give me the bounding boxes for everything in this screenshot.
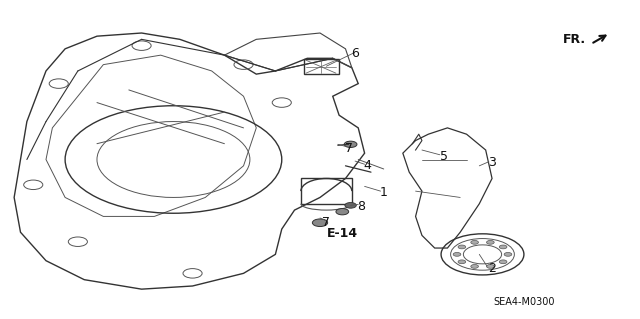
Circle shape (486, 241, 494, 244)
Circle shape (499, 260, 507, 264)
Text: 7: 7 (323, 216, 330, 229)
Bar (304, 59, 339, 74)
Text: 7: 7 (345, 142, 353, 155)
Circle shape (471, 264, 479, 268)
Circle shape (344, 141, 357, 147)
Circle shape (345, 203, 356, 208)
Circle shape (486, 264, 494, 268)
Circle shape (499, 245, 507, 249)
Circle shape (504, 252, 512, 256)
Circle shape (453, 252, 461, 256)
Text: 4: 4 (364, 159, 372, 172)
Text: 1: 1 (380, 186, 388, 199)
Circle shape (312, 219, 328, 226)
Circle shape (458, 245, 466, 249)
Text: 6: 6 (351, 47, 359, 60)
Circle shape (336, 209, 349, 215)
Text: E-14: E-14 (327, 227, 358, 240)
Text: 3: 3 (488, 156, 496, 169)
Text: SEA4-M0300: SEA4-M0300 (493, 297, 555, 307)
Text: FR.: FR. (563, 33, 586, 46)
Text: 5: 5 (440, 150, 448, 163)
Bar (301, 178, 352, 204)
Circle shape (471, 241, 479, 244)
Text: 2: 2 (488, 262, 496, 275)
Text: 8: 8 (357, 200, 365, 213)
Circle shape (458, 260, 466, 264)
